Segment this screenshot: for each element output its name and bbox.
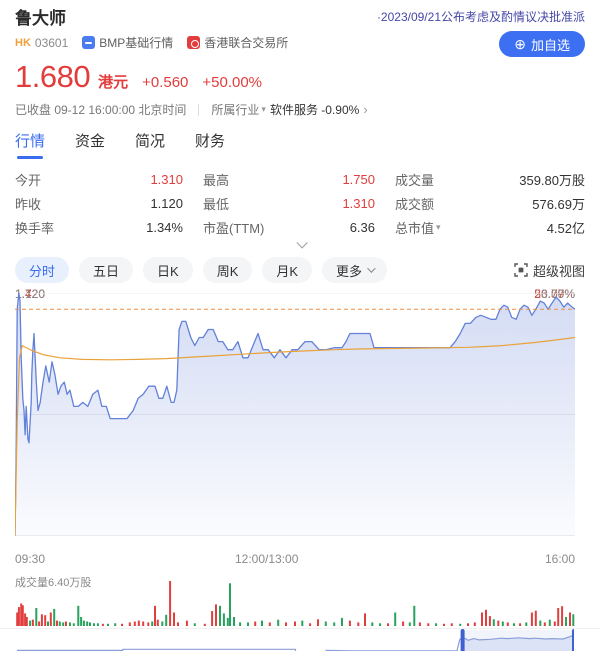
news-ticker-link[interactable]: ·2023/09/21公布考虑及酌情议决批准派 xyxy=(376,10,585,24)
caret-down-icon[interactable]: ▾ xyxy=(436,221,441,232)
y-axis-min-pct: 0.00% xyxy=(540,287,575,301)
range-navigator[interactable] xyxy=(17,629,574,651)
hkex-icon xyxy=(187,36,201,49)
stock-code: 03601 xyxy=(34,35,69,50)
add-watchlist-button[interactable]: ⊕ 加自选 xyxy=(499,31,585,57)
navigator-left-handle[interactable] xyxy=(460,629,465,651)
main-tabs: 行情 资金 简况 财务 xyxy=(0,118,600,159)
tab-financials[interactable]: 财务 xyxy=(195,133,226,150)
industry-value[interactable]: 软件服务 -0.90% xyxy=(269,103,360,117)
y-axis-max-pct: 53.57% xyxy=(534,287,575,301)
bmp-badge: BMP基础行情 xyxy=(82,34,173,51)
stats-grid: 今开 1.310 昨收 1.120 换手率 1.34% 最高 1.750 最低 … xyxy=(0,159,600,239)
fullscreen-scan-icon xyxy=(514,263,528,277)
last-price: 1.680 xyxy=(15,59,91,94)
caret-down-icon[interactable]: ▾ xyxy=(261,104,266,114)
price-row: 1.680 港元 +0.560 +50.00% xyxy=(0,57,600,95)
navigator-right-handle[interactable] xyxy=(572,629,574,651)
y-axis-mid-pct: 26.79% xyxy=(534,287,575,301)
y-axis-mid-price: 1.420 xyxy=(15,287,46,301)
period-timeshare[interactable]: 分时 xyxy=(15,257,70,283)
add-watchlist-label: 加自选 xyxy=(530,37,570,53)
bmp-badge-label: BMP基础行情 xyxy=(99,36,174,50)
time-label-close: 16:00 xyxy=(544,552,575,566)
navigator-plot xyxy=(17,629,574,651)
market-status: 已收盘 09-12 16:00:00 北京时间 xyxy=(15,103,187,117)
y-axis-min-price: 1.120 xyxy=(15,287,46,301)
chevron-down-icon xyxy=(367,264,376,273)
y-axis-max-price: 1.720 xyxy=(15,287,46,301)
header-right: ·2023/09/21公布考虑及酌情议决批准派 ⊕ 加自选 xyxy=(377,8,585,57)
divider xyxy=(198,103,200,116)
status-row: 已收盘 09-12 16:00:00 北京时间 所属行业 ▾ 软件服务 -0.9… xyxy=(0,95,600,118)
stock-name: 鲁大师 xyxy=(15,9,66,28)
period-monthly-k[interactable]: 月K xyxy=(262,257,313,283)
bmp-icon xyxy=(82,36,96,49)
market-tag: HK xyxy=(15,36,31,49)
time-label-open: 09:30 xyxy=(15,552,46,566)
stock-meta: HK 03601 BMP基础行情 香港联合交易所 xyxy=(15,34,302,51)
currency-label: 港元 xyxy=(98,74,129,91)
super-view-button[interactable]: 超级视图 xyxy=(514,261,585,280)
separator xyxy=(0,628,600,629)
header: 鲁大师 HK 03601 BMP基础行情 香港联合交易所 ·2023/09/21… xyxy=(0,0,600,57)
period-5day[interactable]: 五日 xyxy=(79,257,134,283)
super-view-label: 超级视图 xyxy=(532,263,585,279)
tab-funds[interactable]: 资金 xyxy=(75,133,106,150)
price-change: +0.560 xyxy=(142,74,189,91)
stat-amount: 成交额 576.69万 xyxy=(395,196,585,212)
timeshare-plot xyxy=(15,293,575,536)
stat-volume: 成交量 359.80万股 xyxy=(395,172,585,188)
chevron-right-icon[interactable]: › xyxy=(363,102,368,117)
stat-high: 最高 1.750 xyxy=(203,171,375,188)
period-daily-k[interactable]: 日K xyxy=(143,257,193,283)
period-weekly-k[interactable]: 周K xyxy=(202,257,253,283)
timeshare-chart xyxy=(15,293,575,536)
tab-profile[interactable]: 简况 xyxy=(135,133,166,150)
stat-pe-ttm: 市盈(TTM) 6.36 xyxy=(203,219,375,236)
hkex-badge: 香港联合交易所 xyxy=(187,34,288,51)
tab-quotes[interactable]: 行情 xyxy=(15,130,45,159)
period-toolbar: 分时 五日 日K 周K 月K 更多 超级视图 xyxy=(0,253,600,283)
industry-label[interactable]: 所属行业 xyxy=(211,103,260,117)
collapse-stats-button[interactable] xyxy=(0,237,600,253)
volume-label: 成交量6.40万股 xyxy=(15,577,92,589)
chart-region: 1.720 53.57% 1.420 26.79% 1.120 0.00% 09… xyxy=(0,287,600,651)
stat-open: 今开 1.310 xyxy=(15,171,183,188)
volume-chart xyxy=(16,581,575,626)
plus-circle-icon: ⊕ xyxy=(514,36,526,52)
price-change-pct: +50.00% xyxy=(202,74,263,91)
stat-low: 最低 1.310 xyxy=(203,195,375,212)
period-more[interactable]: 更多 xyxy=(322,257,388,283)
volume-bars xyxy=(16,581,575,626)
stat-prev-close: 昨收 1.120 xyxy=(15,195,183,212)
time-label-midday: 12:00/13:00 xyxy=(235,552,299,566)
header-left: 鲁大师 HK 03601 BMP基础行情 香港联合交易所 xyxy=(15,8,302,57)
stat-market-cap: 总市值 ▾ 4.52亿 xyxy=(395,220,585,236)
stat-turnover-rate: 换手率 1.34% xyxy=(15,219,183,236)
hkex-badge-label: 香港联合交易所 xyxy=(204,36,289,50)
